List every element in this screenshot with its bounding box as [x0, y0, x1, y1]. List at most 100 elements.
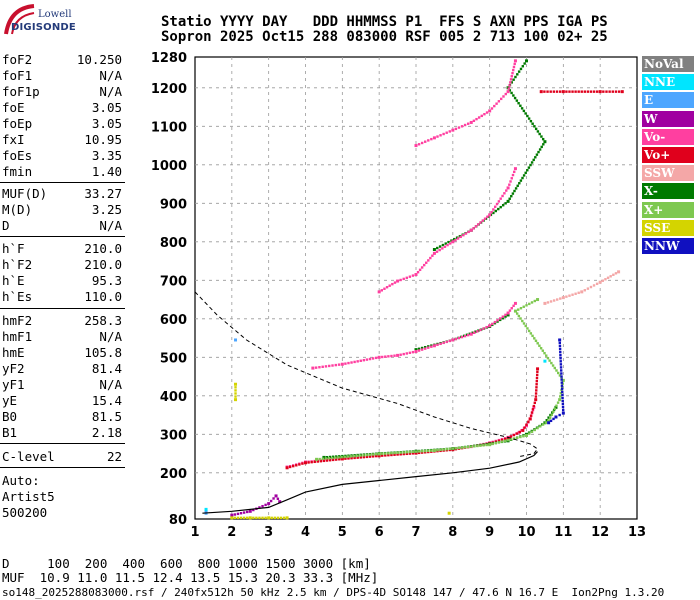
data-point — [561, 408, 565, 412]
data-point — [543, 90, 546, 93]
data-point — [381, 355, 384, 359]
data-point — [264, 503, 267, 507]
data-point — [482, 327, 485, 330]
x-tick-label: 3 — [264, 525, 273, 540]
data-point — [252, 516, 255, 520]
data-point — [554, 415, 558, 419]
data-point — [541, 349, 545, 352]
data-point — [529, 163, 532, 167]
data-point — [546, 90, 549, 93]
data-point — [359, 456, 362, 459]
data-point — [377, 355, 381, 359]
data-point — [324, 365, 328, 368]
data-point — [519, 104, 522, 107]
data-point — [512, 68, 515, 72]
data-point — [517, 308, 520, 311]
param-row: hmF2 258.3 — [2, 313, 122, 329]
y-tick-label: 1100 — [151, 120, 187, 135]
data-point — [473, 331, 476, 334]
series-profile-line — [194, 291, 539, 458]
data-point — [497, 207, 500, 211]
data-point — [365, 455, 369, 459]
data-point — [414, 348, 418, 352]
data-point — [420, 141, 424, 145]
data-point — [508, 309, 512, 312]
data-point — [506, 199, 510, 203]
data-point — [497, 200, 501, 203]
data-point — [472, 119, 476, 122]
param-row: yF2 81.4 — [2, 361, 122, 377]
data-point — [371, 357, 375, 360]
data-point — [534, 398, 538, 402]
data-point — [279, 516, 283, 520]
data-point — [557, 371, 560, 375]
data-point — [482, 444, 485, 447]
data-point — [507, 87, 511, 90]
data-point — [344, 362, 347, 365]
data-point — [530, 301, 534, 304]
data-point — [543, 140, 547, 144]
data-point — [233, 513, 237, 516]
data-point — [295, 464, 298, 467]
data-point — [525, 59, 528, 63]
data-point — [535, 373, 539, 377]
data-point — [435, 250, 439, 253]
data-point — [560, 381, 563, 384]
data-point — [417, 347, 421, 350]
data-point — [549, 90, 552, 93]
data-point — [429, 256, 432, 260]
data-point — [558, 347, 562, 351]
data-point — [493, 320, 497, 324]
data-point — [535, 386, 538, 389]
param-row: foE 3.05 — [2, 100, 122, 116]
x-tick-label: 1 — [190, 525, 199, 540]
data-point — [417, 451, 421, 455]
data-point — [504, 315, 507, 318]
data-point — [620, 90, 624, 94]
data-point — [503, 437, 507, 441]
data-point — [454, 447, 458, 450]
footer-file-info: so148_2025288083000.rsf / 240fx512h 50 k… — [2, 586, 665, 599]
data-point — [543, 351, 546, 355]
param-row: fxI 10.95 — [2, 132, 122, 148]
data-point — [521, 428, 525, 432]
data-point — [518, 182, 521, 185]
data-point — [568, 90, 571, 93]
param-key: yE — [2, 393, 18, 408]
data-point — [522, 305, 525, 308]
data-point — [356, 360, 359, 363]
data-point — [568, 294, 571, 297]
data-point — [559, 392, 563, 395]
data-point — [447, 240, 450, 244]
data-point — [278, 500, 282, 504]
data-point — [532, 405, 536, 409]
legend-item: W — [642, 110, 694, 127]
param-value: N/A — [99, 68, 122, 83]
data-point — [494, 441, 498, 445]
data-point — [479, 444, 482, 447]
data-point — [476, 444, 479, 448]
data-point — [488, 109, 492, 113]
data-point — [445, 131, 448, 134]
data-point — [554, 405, 558, 409]
data-point — [236, 512, 240, 516]
data-point — [496, 320, 499, 323]
data-point — [417, 143, 421, 146]
data-point — [612, 273, 615, 276]
data-point — [524, 112, 527, 115]
data-point — [560, 388, 563, 392]
data-point — [535, 379, 539, 383]
data-point — [535, 389, 538, 392]
data-point — [561, 90, 565, 94]
data-point — [522, 109, 526, 113]
data-point — [560, 375, 563, 378]
data-point — [510, 194, 513, 198]
data-point — [551, 364, 555, 367]
data-point — [414, 350, 418, 354]
data-point — [393, 354, 396, 357]
series-trace-line — [202, 451, 538, 514]
data-point — [414, 273, 418, 277]
data-point — [506, 438, 510, 442]
param-key: MUF(D) — [2, 186, 48, 201]
param-value: 110.0 — [84, 289, 122, 304]
